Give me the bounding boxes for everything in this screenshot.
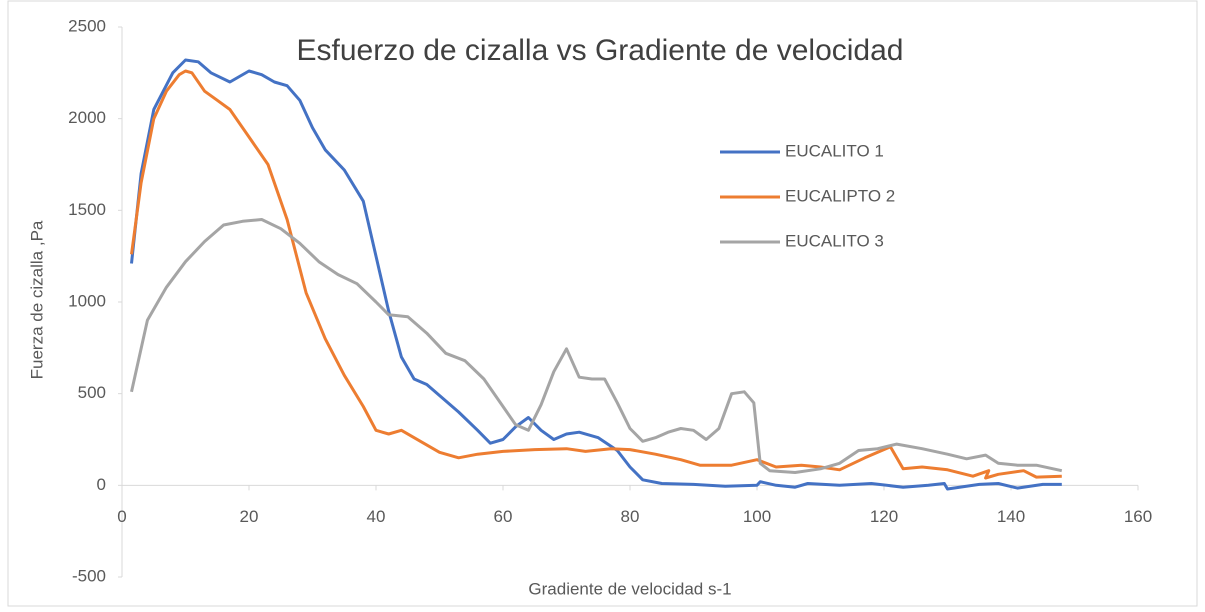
y-tick-label: -500 [72, 566, 106, 585]
x-tick-label: 160 [1124, 507, 1152, 526]
y-axis-label: Fuerza de cizalla ,Pa [27, 220, 46, 379]
y-tick-label: 2500 [68, 16, 106, 35]
chart-title: Esfuerzo de cizalla vs Gradiente de velo… [296, 34, 903, 67]
y-tick-label: 1000 [68, 291, 106, 310]
y-tick-label: 500 [78, 383, 106, 402]
series-line [130, 218, 1063, 474]
y-tick-label: 1500 [68, 200, 106, 219]
x-tick-label: 0 [117, 507, 126, 526]
legend-label: EUCALIPTO 2 [785, 186, 895, 205]
x-tick-label: 80 [621, 507, 640, 526]
x-tick-label: 140 [997, 507, 1025, 526]
chart-frame [7, 0, 1198, 607]
x-tick-label: 40 [367, 507, 386, 526]
x-tick-label: 120 [870, 507, 898, 526]
y-tick-label: 2000 [68, 108, 106, 127]
x-tick-label: 100 [743, 507, 771, 526]
legend-label: EUCALITO 1 [785, 141, 884, 160]
x-axis-label: Gradiente de velocidad s-1 [528, 579, 731, 598]
y-tick-label: 0 [97, 475, 106, 494]
series-line [130, 58, 1062, 491]
x-tick-label: 20 [240, 507, 259, 526]
x-tick-label: 60 [494, 507, 513, 526]
series-line [130, 69, 1062, 480]
legend-label: EUCALITO 3 [785, 231, 884, 250]
